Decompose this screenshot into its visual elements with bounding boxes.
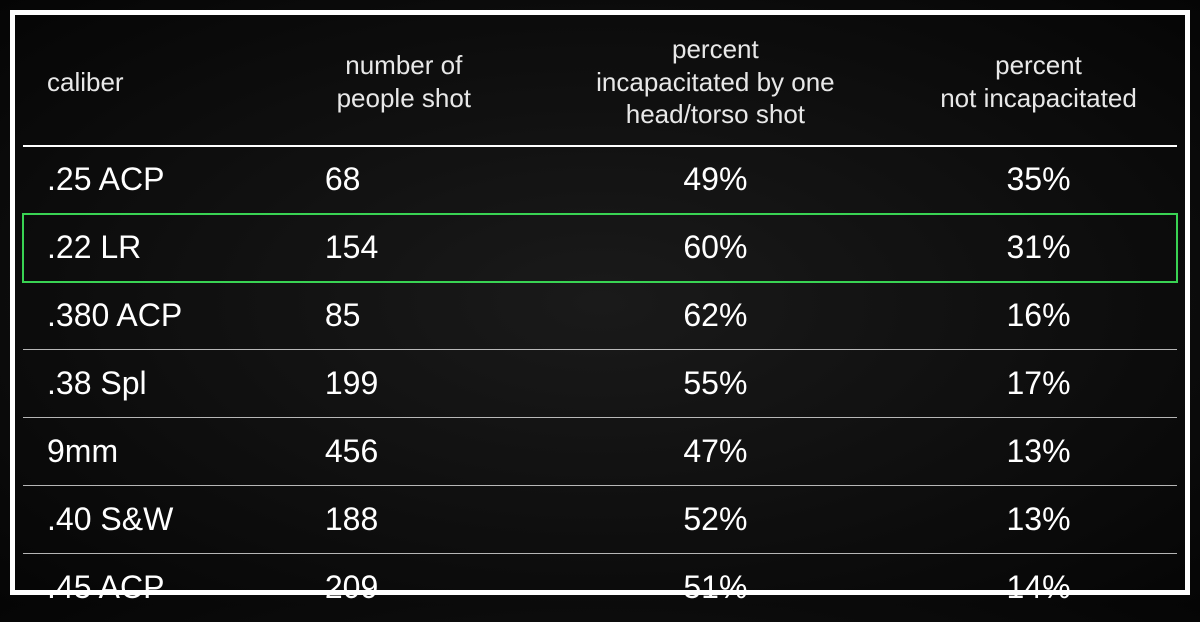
cell-caliber: .380 ACP [23, 282, 277, 350]
cell-incapacitated: 51% [531, 554, 900, 622]
cell-people-shot: 199 [277, 350, 531, 418]
cell-people-shot: 209 [277, 554, 531, 622]
cell-caliber: .38 Spl [23, 350, 277, 418]
col-header-incapacitated: percentincapacitated by onehead/torso sh… [531, 23, 900, 146]
cell-people-shot: 188 [277, 486, 531, 554]
cell-people-shot: 154 [277, 214, 531, 282]
cell-incapacitated: 52% [531, 486, 900, 554]
cell-caliber: .22 LR [23, 214, 277, 282]
cell-incapacitated: 49% [531, 146, 900, 214]
table-row: .380 ACP8562%16% [23, 282, 1177, 350]
caliber-table: caliber number ofpeople shot percentinca… [23, 23, 1177, 622]
cell-not-incapacitated: 13% [900, 418, 1177, 486]
cell-incapacitated: 47% [531, 418, 900, 486]
col-header-people-shot: number ofpeople shot [277, 23, 531, 146]
cell-caliber: 9mm [23, 418, 277, 486]
table-header-row: caliber number ofpeople shot percentinca… [23, 23, 1177, 146]
cell-people-shot: 456 [277, 418, 531, 486]
cell-not-incapacitated: 16% [900, 282, 1177, 350]
table-header: caliber number ofpeople shot percentinca… [23, 23, 1177, 146]
cell-incapacitated: 55% [531, 350, 900, 418]
cell-caliber: .45 ACP [23, 554, 277, 622]
cell-incapacitated: 62% [531, 282, 900, 350]
cell-not-incapacitated: 17% [900, 350, 1177, 418]
table-row: 9mm45647%13% [23, 418, 1177, 486]
table-row: .22 LR15460%31% [23, 214, 1177, 282]
table-row: .40 S&W18852%13% [23, 486, 1177, 554]
cell-not-incapacitated: 14% [900, 554, 1177, 622]
table-frame: caliber number ofpeople shot percentinca… [10, 10, 1190, 595]
table-row: .38 Spl19955%17% [23, 350, 1177, 418]
cell-not-incapacitated: 31% [900, 214, 1177, 282]
col-header-not-incapacitated: percentnot incapacitated [900, 23, 1177, 146]
cell-people-shot: 68 [277, 146, 531, 214]
cell-caliber: .40 S&W [23, 486, 277, 554]
table-row: .45 ACP20951%14% [23, 554, 1177, 622]
cell-incapacitated: 60% [531, 214, 900, 282]
cell-not-incapacitated: 13% [900, 486, 1177, 554]
cell-caliber: .25 ACP [23, 146, 277, 214]
cell-not-incapacitated: 35% [900, 146, 1177, 214]
table-body: .25 ACP6849%35%.22 LR15460%31%.380 ACP85… [23, 146, 1177, 622]
table-row: .25 ACP6849%35% [23, 146, 1177, 214]
cell-people-shot: 85 [277, 282, 531, 350]
col-header-caliber: caliber [23, 23, 277, 146]
